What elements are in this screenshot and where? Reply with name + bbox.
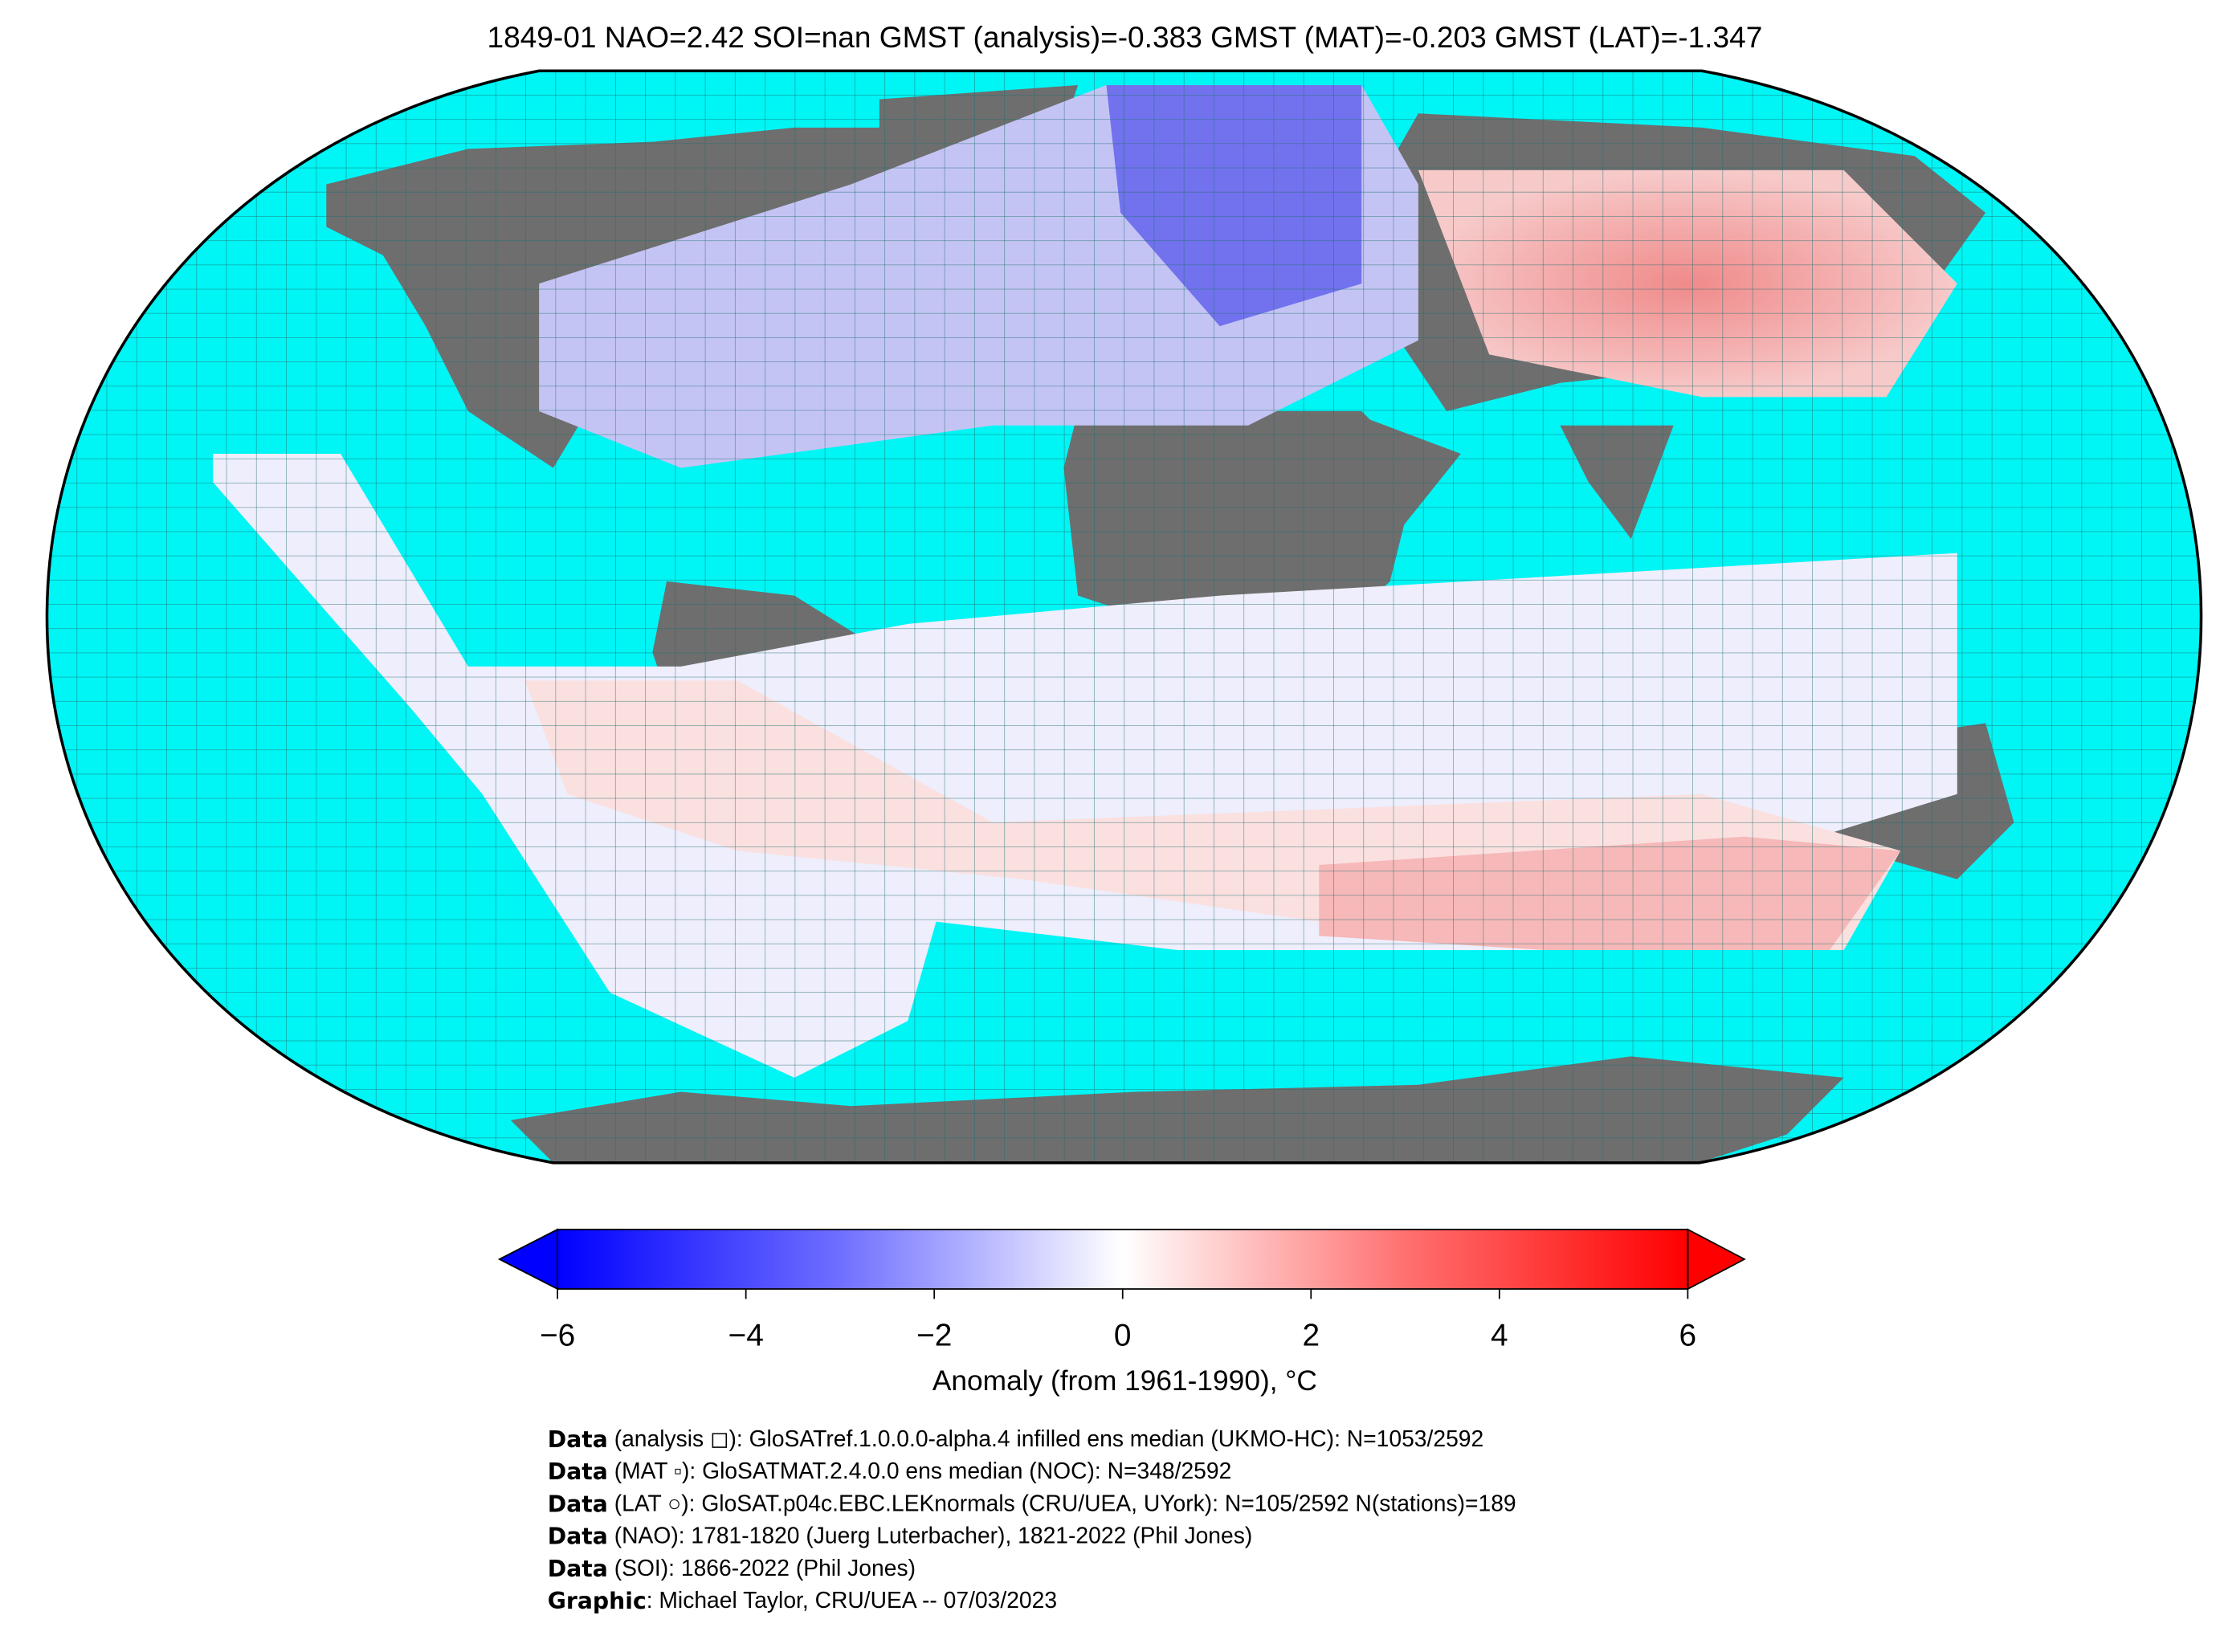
colorbar-extend-high	[1687, 1228, 1746, 1291]
credit-key: Data	[548, 1556, 608, 1582]
map-outline	[45, 69, 2203, 1165]
colorbar-tick-label: −4	[728, 1318, 764, 1352]
credit-text: : Michael Taylor, CRU/UEA -- 07/03/2023	[647, 1588, 1057, 1613]
credit-key: Graphic	[548, 1588, 647, 1614]
colorbar-label: Anomaly (from 1961-1990), °C	[932, 1365, 1317, 1397]
credit-key: Data	[548, 1426, 608, 1453]
credit-line: Data (LAT ○): GloSAT.p04c.EBC.LEKnormals…	[548, 1491, 1516, 1518]
europe-cold	[1106, 84, 1362, 327]
colorbar-tick-label: 4	[1491, 1318, 1508, 1352]
colorbar-tick-label: −2	[916, 1318, 952, 1352]
india	[1560, 425, 1674, 539]
credit-text: (NAO): 1781-1820 (Juerg Luterbacher), 18…	[608, 1523, 1252, 1548]
map-title: 1849-01 NAO=2.42 SOI=nan GMST (analysis)…	[487, 20, 1762, 54]
map	[47, 71, 2202, 1163]
colorbar-tick-label: 2	[1302, 1318, 1320, 1352]
colorbar-tick-label: 0	[1114, 1318, 1132, 1352]
colorbar-extend-low	[497, 1228, 559, 1291]
credits: Data (analysis ◻): GloSATref.1.0.0.0-alp…	[548, 1426, 1516, 1614]
credit-text: (analysis ◻): GloSATref.1.0.0.0-alpha.4 …	[608, 1426, 1483, 1451]
arabia	[1347, 411, 1461, 525]
colorbar-tick-label: −6	[540, 1318, 575, 1352]
credit-text: (SOI): 1866-2022 (Phil Jones)	[608, 1555, 916, 1581]
anomaly-cells	[213, 84, 1957, 1078]
credit-text: (MAT ▫): GloSATMAT.2.4.0.0 ens median (N…	[608, 1458, 1231, 1484]
credit-line: Data (NAO): 1781-1820 (Juerg Luterbacher…	[548, 1523, 1253, 1550]
credit-key: Data	[548, 1491, 608, 1517]
credit-text: (LAT ○): GloSAT.p04c.EBC.LEKnormals (CRU…	[608, 1491, 1516, 1516]
southern-warm	[1319, 836, 1901, 950]
credit-line: Data (analysis ◻): GloSATref.1.0.0.0-alp…	[548, 1426, 1483, 1453]
credit-key: Data	[548, 1458, 608, 1485]
colorbar-tick-label: 6	[1679, 1318, 1697, 1352]
credit-key: Data	[548, 1524, 608, 1550]
colorbar-body	[557, 1228, 1689, 1290]
siberia-warm	[1418, 169, 1957, 398]
colorbar	[497, 1228, 1746, 1299]
credit-line: Data (SOI): 1866-2022 (Phil Jones)	[548, 1555, 916, 1582]
credit-line: Data (MAT ▫): GloSATMAT.2.4.0.0 ens medi…	[548, 1458, 1232, 1486]
credit-line: Graphic: Michael Taylor, CRU/UEA -- 07/0…	[548, 1588, 1057, 1615]
antarctica	[510, 1056, 1844, 1163]
